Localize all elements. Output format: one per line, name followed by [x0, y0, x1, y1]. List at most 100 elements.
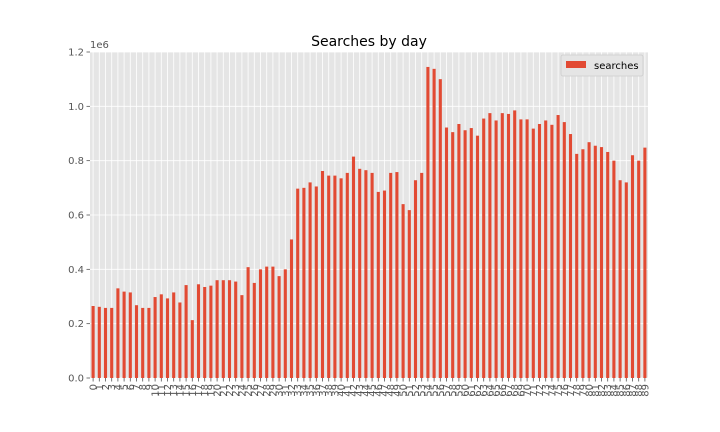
bar: [506, 113, 511, 378]
bar: [221, 280, 225, 378]
bar: [568, 134, 573, 378]
x-tick-label: 59: [454, 384, 465, 397]
x-tick-label: 2: [101, 384, 112, 390]
bar: [513, 110, 517, 379]
bar: [482, 118, 486, 378]
legend-box: [560, 54, 644, 77]
x-tick-label: 41: [343, 384, 354, 397]
bar: [252, 282, 256, 378]
x-tick-label: 38: [324, 384, 335, 397]
x-tick-label: 51: [405, 384, 416, 397]
bar: [575, 153, 579, 378]
x-tick-label: 31: [281, 384, 292, 397]
x-tick-label: 30: [275, 384, 286, 397]
x-tick-label: 79: [578, 384, 589, 397]
x-tick-label: 52: [411, 384, 422, 397]
bar: [612, 160, 616, 378]
bars: [91, 66, 647, 379]
x-axis: 0123456789101112131415161718192021222324…: [89, 378, 651, 397]
y-tick-label: 1.0: [68, 102, 84, 113]
bar: [110, 307, 114, 378]
x-tick-label: 56: [436, 384, 447, 397]
bar: [327, 175, 331, 378]
x-tick-label: 70: [523, 384, 534, 397]
bar: [494, 120, 498, 379]
bar: [606, 151, 610, 378]
bar: [159, 294, 163, 378]
x-tick-label: 81: [591, 384, 602, 397]
bar: [451, 132, 455, 378]
bar: [351, 156, 356, 378]
bar: [562, 122, 566, 378]
bar: [599, 147, 604, 378]
bar: [463, 130, 467, 378]
x-tick-label: 80: [585, 384, 596, 397]
x-tick-label: 83: [603, 384, 614, 397]
bar: [457, 123, 461, 378]
x-tick-label: 32: [287, 384, 298, 397]
x-tick-label: 25: [244, 384, 255, 397]
bar: [630, 155, 635, 378]
x-tick-label: 53: [417, 384, 428, 397]
bar: [339, 178, 343, 378]
x-tick-label: 42: [349, 384, 360, 397]
bar: [178, 302, 182, 378]
bar: [122, 291, 126, 378]
x-tick-label: 44: [361, 384, 372, 397]
bar: [203, 286, 207, 378]
x-tick-label: 43: [355, 384, 366, 397]
x-tick-label: 67: [504, 384, 515, 397]
bar: [469, 128, 473, 378]
x-tick-label: 62: [473, 384, 484, 397]
bar: [432, 68, 436, 379]
bar: [637, 160, 641, 378]
bar: [308, 182, 312, 378]
x-tick-label: 35: [306, 384, 317, 397]
x-tick-label: 74: [547, 384, 558, 397]
x-tick-label: 68: [510, 384, 521, 397]
x-tick-label: 16: [188, 384, 199, 397]
chart-title: Searches by day: [311, 34, 427, 50]
x-tick-label: 49: [392, 384, 403, 397]
x-tick-label: 69: [516, 384, 527, 397]
bar: [358, 168, 362, 378]
bar: [407, 210, 411, 378]
x-tick-label: 5: [120, 384, 131, 390]
x-tick-label: 85: [616, 384, 627, 397]
bar: [190, 320, 194, 378]
x-tick-label: 50: [399, 384, 410, 397]
bar: [475, 135, 480, 378]
x-tick-label: 40: [337, 384, 348, 397]
x-tick-label: 60: [461, 384, 472, 397]
y-axis: 0.0 0.2 0.4 0.6 0.8 1.0 1.2: [68, 48, 90, 385]
x-tick-label: 58: [448, 384, 459, 397]
bar: [531, 128, 535, 378]
x-tick-label: 47: [380, 384, 391, 397]
x-tick-label: 33: [293, 384, 304, 397]
x-tick-label: 82: [597, 384, 608, 397]
bar: [134, 305, 139, 378]
bar: [302, 187, 306, 378]
bar: [277, 276, 281, 378]
bar: [438, 79, 442, 379]
y-tick-label: 0.0: [68, 374, 84, 385]
bar: [209, 285, 213, 378]
x-tick-label: 39: [330, 384, 341, 397]
bar: [345, 172, 349, 378]
bar: [116, 288, 120, 378]
bar: [444, 127, 449, 378]
bar: [537, 123, 542, 378]
x-tick-label: 11: [157, 384, 168, 397]
x-tick-label: 23: [231, 384, 242, 397]
bar: [172, 292, 176, 378]
x-tick-label: 19: [206, 384, 217, 397]
bar: [128, 292, 132, 378]
x-tick-label: 17: [194, 384, 205, 397]
x-tick-label: 34: [299, 384, 310, 397]
bar: [289, 239, 294, 378]
bar: [141, 307, 145, 378]
x-tick-label: 21: [219, 384, 230, 397]
bar: [246, 267, 250, 378]
x-tick-label: 36: [312, 384, 323, 397]
